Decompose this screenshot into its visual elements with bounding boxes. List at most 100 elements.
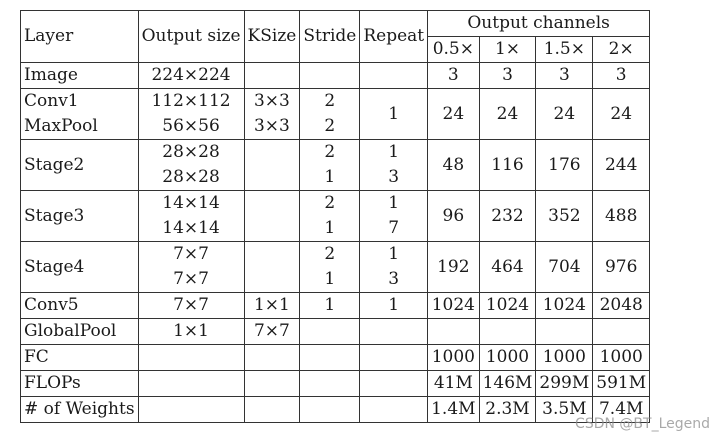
stage3-stride-2: 1 [324,218,336,238]
conv1-output-size: 112×112 [151,91,231,111]
stage2-ch-1.5x: 176 [535,139,594,191]
stage4-repeat-2: 3 [388,269,400,289]
flops-ksize [243,370,301,397]
header-layer: Layer [20,10,139,63]
fc-repeat [359,344,429,371]
conv1-maxpool-ch-1.5x: 24 [535,88,594,140]
stage4-output-size-1: 7×7 [173,244,209,264]
stage3-output-size: 14×14 14×14 [137,190,245,242]
header-stride: Stride [299,10,361,63]
stage3-output-size-1: 14×14 [162,193,220,213]
header-ksize: KSize [243,10,301,63]
stage2-output-size: 28×28 28×28 [137,139,245,191]
header-scale-1.5x: 1.5× [535,36,594,63]
maxpool-layer: MaxPool [24,116,98,136]
stage3-repeat: 1 7 [359,190,429,242]
flops-layer: FLOPs [20,370,139,397]
conv1-maxpool-repeat: 1 [359,88,429,140]
row-conv5: Conv5 7×7 1×1 1 1 1024 1024 1024 2048 [20,292,651,319]
globalpool-repeat [359,318,429,345]
image-ch-2x: 3 [592,62,651,89]
row-weights: # of Weights 1.4M 2.3M 3.5M 7.4M [20,396,651,423]
fc-ksize [243,344,301,371]
stage4-ch-1x: 464 [478,241,537,293]
fc-output-size [137,344,245,371]
stage3-output-size-2: 14×14 [162,218,220,238]
stage2-layer: Stage2 [20,139,139,191]
flops-stride [299,370,361,397]
stage3-layer: Stage3 [20,190,139,242]
flops-ch-1.5x: 299M [535,370,594,397]
stage4-repeat: 1 3 [359,241,429,293]
stage2-ksize [243,139,301,191]
image-output-size: 224×224 [137,62,245,89]
stage3-ch-1.5x: 352 [535,190,594,242]
row-flops: FLOPs 41M 146M 299M 591M [20,370,651,397]
flops-ch-1x: 146M [478,370,537,397]
globalpool-layer: GlobalPool [20,318,139,345]
conv1-maxpool-ch-1x: 24 [478,88,537,140]
image-ch-0.5x: 3 [427,62,480,89]
globalpool-stride [299,318,361,345]
conv1-maxpool-layer: Conv1 MaxPool [20,88,139,140]
fc-ch-1.5x: 1000 [535,344,594,371]
image-stride [299,62,361,89]
flops-ch-0.5x: 41M [427,370,480,397]
header-scales-row: 0.5× 1× 1.5× 2× [21,36,651,63]
fc-ch-0.5x: 1000 [427,344,480,371]
header-scale-1x: 1× [478,36,537,63]
fc-ch-1x: 1000 [478,344,537,371]
conv5-ch-2x: 2048 [592,292,651,319]
row-image: Image 224×224 3 3 3 3 [20,62,651,89]
globalpool-ch-1x [478,318,537,345]
stage3-repeat-1: 1 [388,193,400,213]
header-repeat: Repeat [359,10,429,63]
stage2-stride: 2 1 [299,139,361,191]
stage4-repeat-1: 1 [388,244,400,264]
image-ch-1.5x: 3 [535,62,594,89]
weights-ksize [243,396,301,423]
image-ksize [243,62,301,89]
weights-ch-2x: 7.4M [592,396,651,423]
stage4-ksize [243,241,301,293]
stage2-output-size-1: 28×28 [162,142,220,162]
globalpool-ch-0.5x [427,318,480,345]
stage2-ch-2x: 244 [592,139,651,191]
header-scale-2x: 2× [592,36,651,63]
stage3-ch-1x: 232 [478,190,537,242]
stage2-stride-2: 1 [324,167,336,187]
maxpool-stride: 2 [324,116,336,136]
stage4-ch-1.5x: 704 [535,241,594,293]
globalpool-output-size: 1×1 [137,318,245,345]
maxpool-output-size: 56×56 [162,116,220,136]
weights-layer: # of Weights [20,396,139,423]
row-stage4: Stage4 7×7 7×7 2 1 1 3 192 464 704 976 [20,241,651,293]
conv1-ksize: 3×3 [253,91,290,111]
row-stage2: Stage2 28×28 28×28 2 1 1 3 48 116 176 24… [20,139,651,191]
header-row: Layer Output size KSize Stride Repeat Ou… [20,10,651,63]
stage4-ch-0.5x: 192 [427,241,480,293]
image-layer: Image [20,62,139,89]
stage4-output-size: 7×7 7×7 [137,241,245,293]
header-output-size: Output size [137,10,245,63]
conv5-repeat: 1 [359,292,429,319]
weights-ch-0.5x: 1.4M [427,396,480,423]
conv5-layer: Conv5 [20,292,139,319]
conv5-output-size: 7×7 [137,292,245,319]
conv5-ch-1x: 1024 [478,292,537,319]
conv5-stride: 1 [299,292,361,319]
fc-ch-2x: 1000 [592,344,651,371]
stage3-ksize [243,190,301,242]
conv1-maxpool-ch-2x: 24 [592,88,651,140]
row-stage3: Stage3 14×14 14×14 2 1 1 7 96 232 352 48… [20,190,651,242]
stage3-repeat-2: 7 [388,218,400,238]
stage3-stride: 2 1 [299,190,361,242]
globalpool-ch-2x [592,318,651,345]
stage2-repeat-2: 3 [388,167,400,187]
stage2-stride-1: 2 [324,142,336,162]
stage2-ch-1x: 116 [478,139,537,191]
row-globalpool: GlobalPool 1×1 7×7 [20,318,651,345]
conv1-maxpool-output-size: 112×112 56×56 [137,88,245,140]
header-scale-0.5x: 0.5× [427,36,480,63]
header-output-channels: Output channels [427,10,651,37]
